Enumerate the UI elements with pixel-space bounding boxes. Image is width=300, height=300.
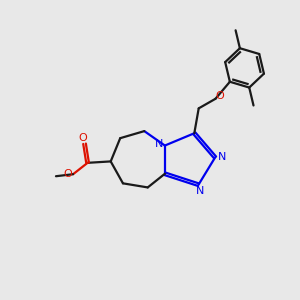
- Text: N: N: [196, 186, 204, 196]
- Text: O: O: [79, 134, 87, 143]
- Text: N: N: [218, 152, 226, 163]
- Text: O: O: [63, 169, 72, 179]
- Text: O: O: [216, 92, 224, 101]
- Text: N: N: [155, 139, 164, 149]
